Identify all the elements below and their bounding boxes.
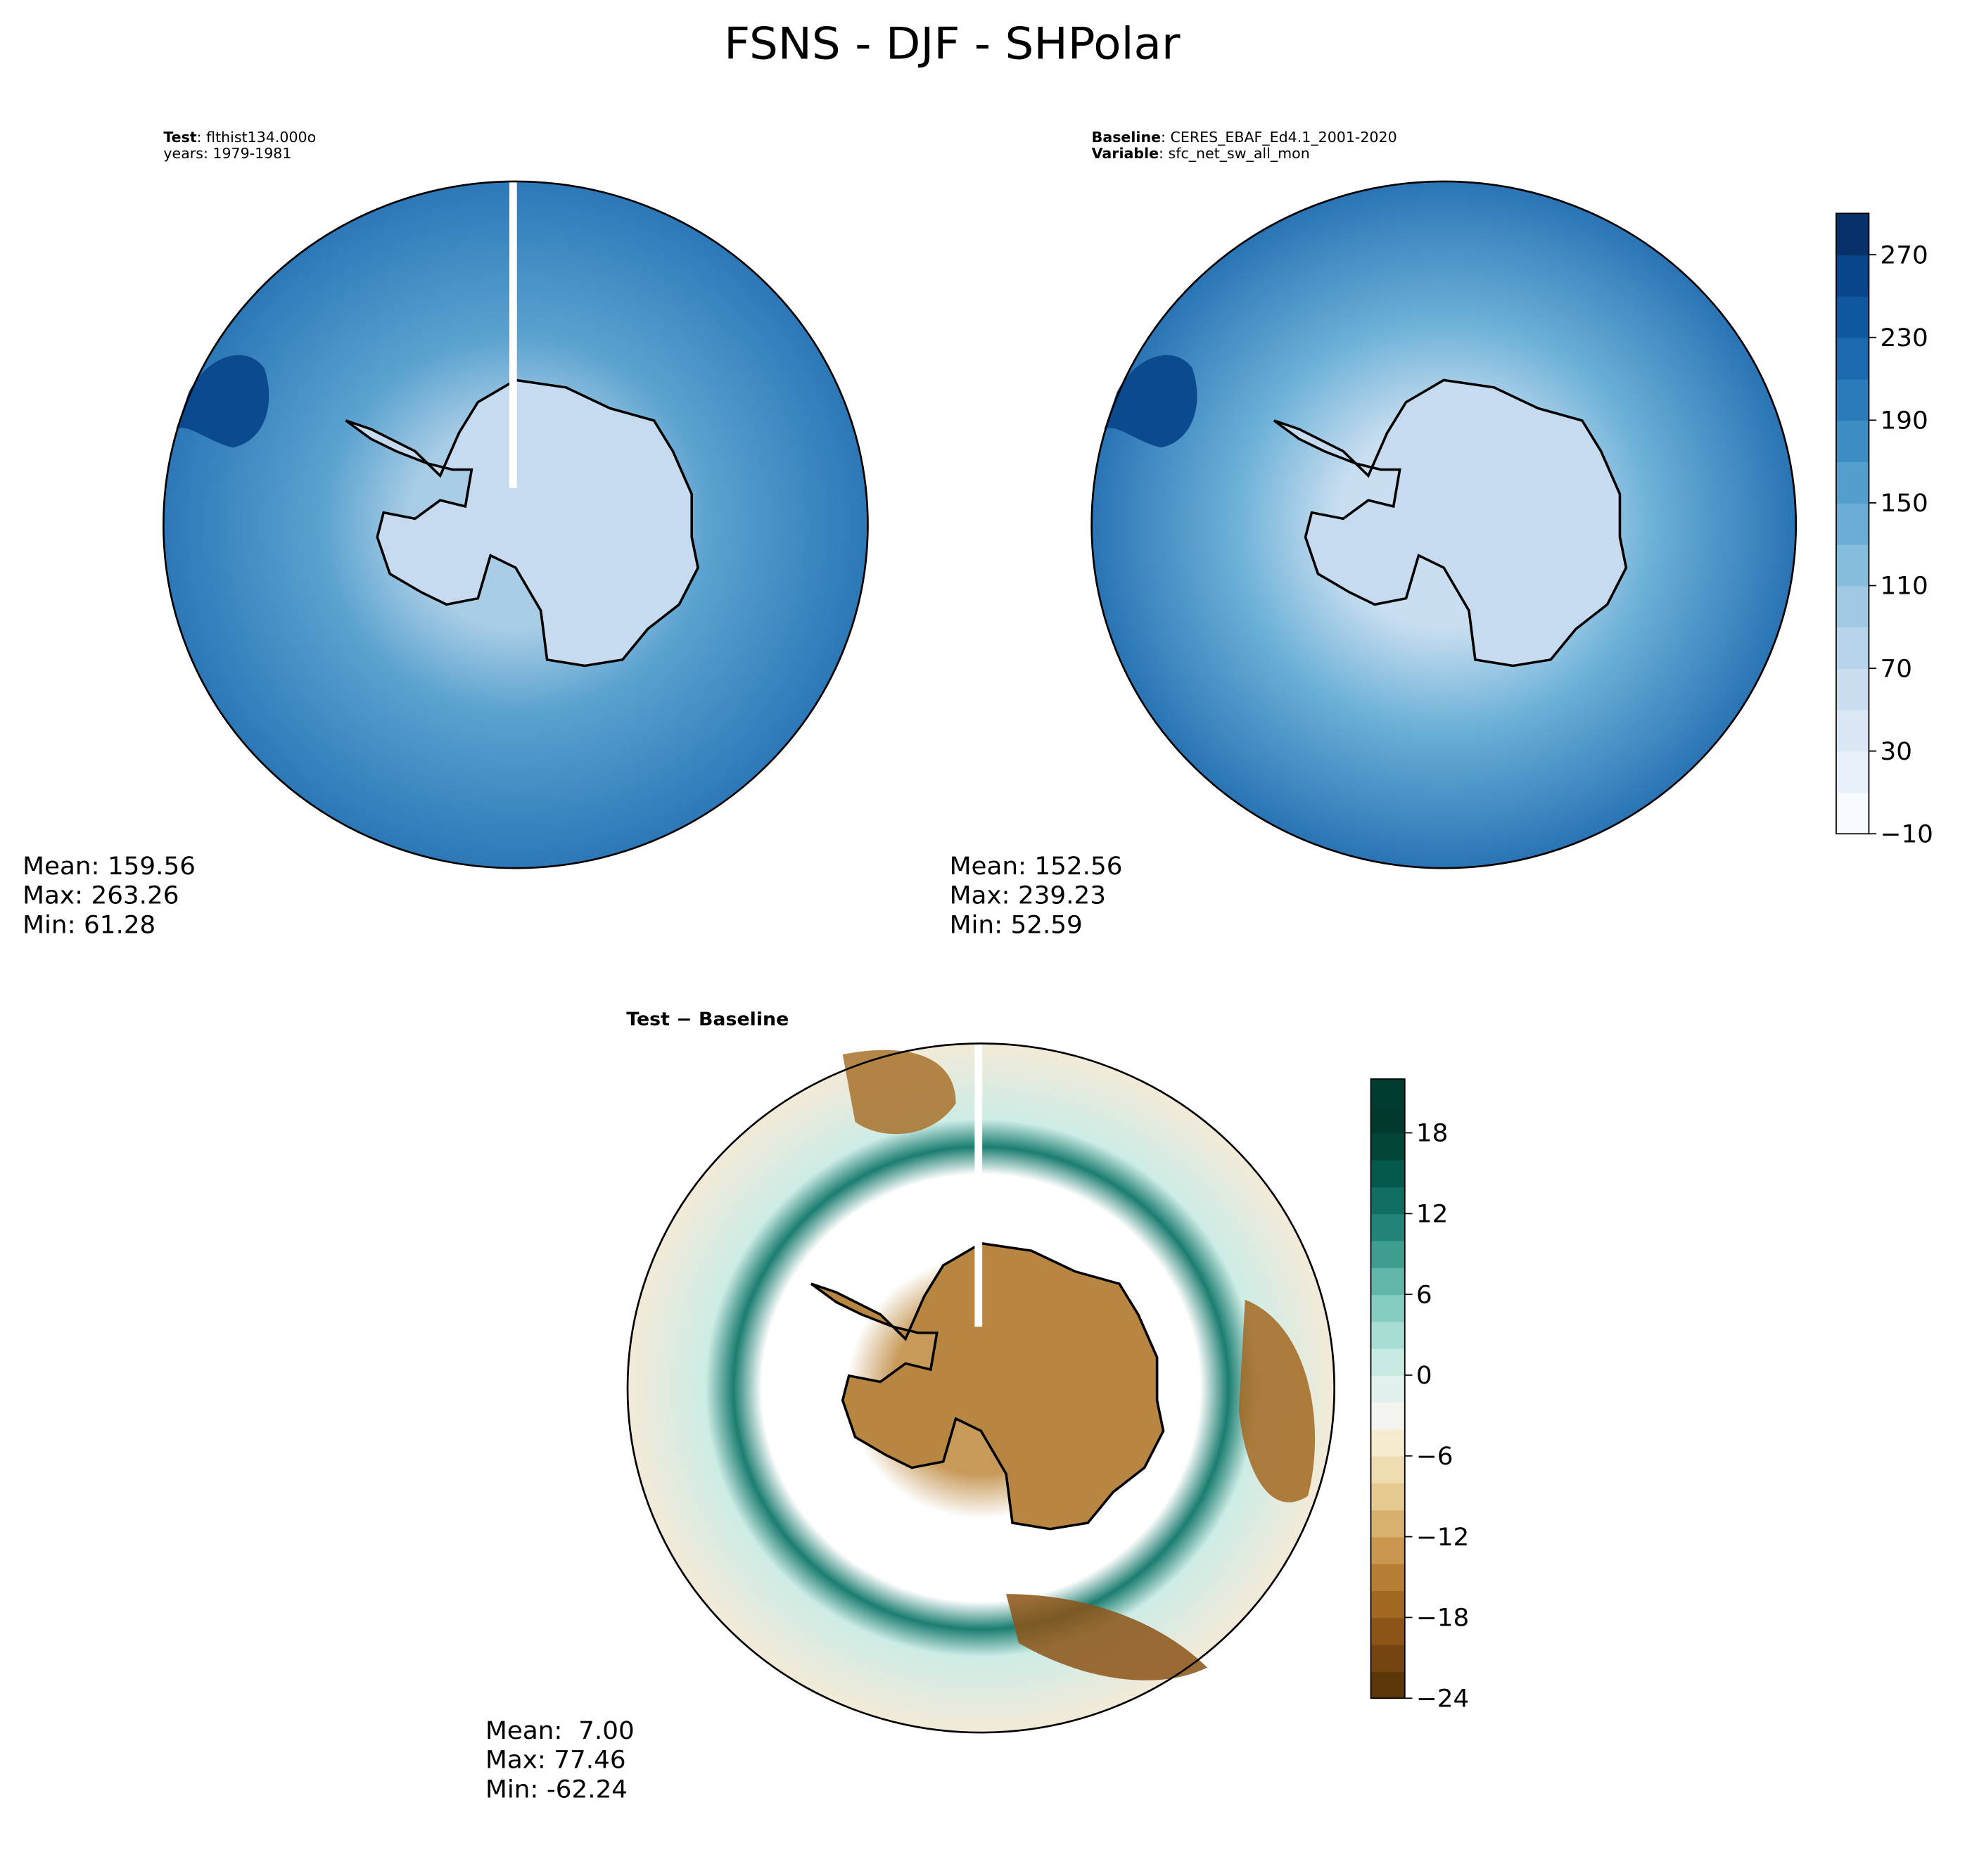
colorbar-tick-label: 270: [1881, 241, 1928, 269]
colorbar-tick-label: −6: [1416, 1442, 1453, 1470]
colorbar-segment: [1836, 255, 1869, 297]
figure-title: FSNS - DJF - SHPolar: [724, 18, 1181, 69]
colorbar-segment: [1836, 792, 1869, 835]
colorbar-tick-label: −10: [1881, 820, 1933, 848]
colorbar-segment: [1370, 1563, 1405, 1592]
subtitle: Variable: sfc_net_sw_all_mon: [1092, 145, 1310, 162]
subtitle-label: Baseline: [1092, 129, 1161, 146]
stat-line: Mean: 152.56: [950, 852, 1123, 880]
colorbar-segment: [1836, 585, 1869, 628]
colorbar-segment: [1836, 378, 1869, 421]
subtitle-text: : CERES_EBAF_Ed4.1_2001-2020: [1161, 129, 1397, 146]
colorbar-tick-label: 12: [1416, 1200, 1448, 1228]
colorbar-segment: [1370, 1617, 1405, 1645]
colorbar-tick-label: 230: [1881, 324, 1928, 352]
colorbar-segment: [1370, 1321, 1405, 1349]
colorbar-tick-label: −24: [1416, 1685, 1469, 1713]
subtitle-label: Variable: [1092, 145, 1159, 162]
subtitle-label: Test − Baseline: [626, 1009, 789, 1030]
colorbar-segment: [1836, 502, 1869, 545]
colorbar-segment: [1836, 461, 1869, 504]
colorbar-segment: [1836, 544, 1869, 587]
stat-line: Mean: 7.00: [485, 1716, 635, 1744]
colorbar-tick-label: 190: [1881, 407, 1928, 435]
colorbar-frame: [1370, 1078, 1406, 1699]
colorbar-segment: [1370, 1429, 1405, 1457]
colorbar-segment: [1370, 1402, 1405, 1430]
colorbar-segment: [1370, 1267, 1405, 1296]
colorbar-tick-label: 6: [1416, 1281, 1432, 1309]
stat-line: Min: -62.24: [485, 1775, 628, 1804]
colorbar-tick-label: 30: [1881, 737, 1912, 765]
colorbar-segment: [1370, 1187, 1405, 1215]
subtitle-label: Test: [163, 129, 197, 146]
stat-line: Max: 239.23: [950, 881, 1106, 910]
stat-line: Max: 263.26: [23, 881, 179, 910]
colorbar-segment: [1370, 1132, 1405, 1161]
colorbar-segment: [1836, 337, 1869, 380]
subtitle-text: years: 1979-1981: [163, 145, 291, 162]
colorbar-segment: [1836, 668, 1869, 710]
colorbar-segment: [1370, 1455, 1405, 1483]
colorbar-segment: [1836, 627, 1869, 669]
colorbar-segment: [1370, 1348, 1405, 1376]
colorbar-segment: [1836, 295, 1869, 338]
subtitle-text: : sfc_net_sw_all_mon: [1159, 145, 1310, 162]
colorbar-segment: [1370, 1510, 1405, 1538]
colorbar-frame: [1836, 212, 1870, 835]
colorbar-segment: [1370, 1644, 1405, 1672]
subtitle: Test: flthist134.000o: [163, 129, 316, 146]
colorbar-segment: [1370, 1078, 1405, 1107]
colorbar-segment: [1370, 1213, 1405, 1242]
colorbar-segment: [1370, 1536, 1405, 1564]
colorbar-tick-label: 150: [1881, 490, 1928, 518]
colorbar-tick-label: −18: [1416, 1604, 1469, 1632]
subtitle: years: 1979-1981: [163, 145, 291, 162]
stat-line: Min: 52.59: [950, 911, 1083, 939]
colorbar-segment: [1370, 1159, 1405, 1187]
colorbar-segment: [1836, 213, 1869, 255]
subtitle: Test − Baseline: [626, 1009, 789, 1030]
colorbar-segment: [1370, 1590, 1405, 1619]
colorbar-tick-label: −12: [1416, 1523, 1469, 1551]
colorbar-tick-label: 110: [1881, 572, 1928, 600]
colorbar-segment: [1370, 1240, 1405, 1268]
colorbar-segment: [1836, 709, 1869, 752]
stat-line: Max: 77.46: [485, 1746, 626, 1774]
subtitle: Baseline: CERES_EBAF_Ed4.1_2001-2020: [1092, 129, 1397, 146]
colorbar-tick-label: 0: [1416, 1362, 1432, 1390]
stat-line: Min: 61.28: [23, 911, 155, 939]
colorbar-tick-label: 70: [1881, 655, 1912, 683]
colorbar-segment: [1836, 751, 1869, 793]
stat-line: Mean: 159.56: [23, 852, 196, 880]
map-baseline: [1090, 180, 1798, 869]
colorbar-tick-label: 18: [1416, 1119, 1448, 1147]
map-test: [163, 180, 869, 869]
colorbar-segment: [1370, 1106, 1405, 1134]
map-difference: [626, 1042, 1336, 1734]
colorbar-segment: [1370, 1671, 1405, 1699]
colorbar-segment: [1370, 1294, 1405, 1322]
colorbar-segment: [1370, 1483, 1405, 1511]
subtitle-text: : flthist134.000o: [197, 129, 317, 146]
colorbar-segment: [1370, 1374, 1405, 1403]
colorbar-segment: [1836, 420, 1869, 462]
